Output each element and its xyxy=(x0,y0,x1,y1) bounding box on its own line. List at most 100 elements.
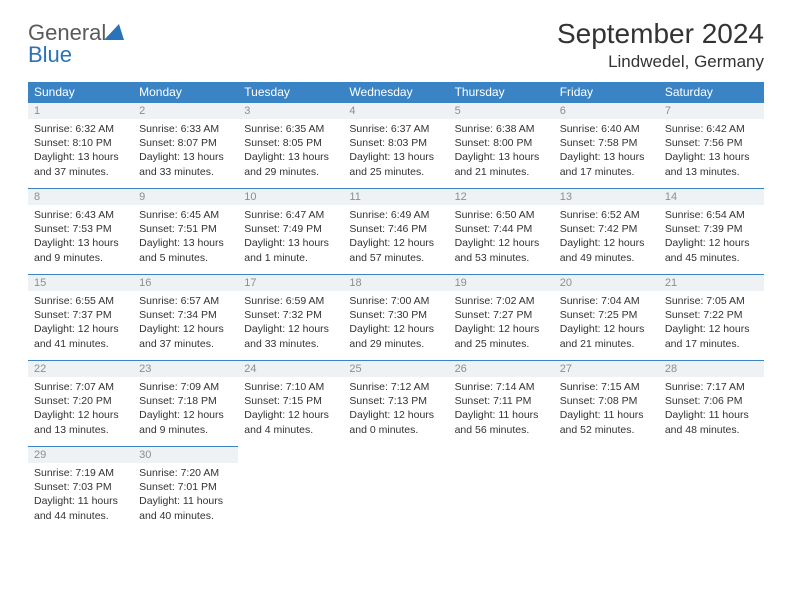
calendar-day-cell: 22Sunrise: 7:07 AMSunset: 7:20 PMDayligh… xyxy=(28,361,133,447)
sunset-text: Sunset: 7:25 PM xyxy=(560,308,653,322)
daylight-line1: Daylight: 13 hours xyxy=(665,150,758,164)
sunrise-text: Sunrise: 6:35 AM xyxy=(244,122,337,136)
weekday-header: Monday xyxy=(133,82,238,103)
day-details: Sunrise: 7:04 AMSunset: 7:25 PMDaylight:… xyxy=(554,291,659,355)
day-details: Sunrise: 7:14 AMSunset: 7:11 PMDaylight:… xyxy=(449,377,554,441)
calendar-week-row: 29Sunrise: 7:19 AMSunset: 7:03 PMDayligh… xyxy=(28,447,764,533)
daylight-line2: and 45 minutes. xyxy=(665,251,758,265)
daylight-line1: Daylight: 13 hours xyxy=(349,150,442,164)
daylight-line2: and 29 minutes. xyxy=(244,165,337,179)
daylight-line1: Daylight: 12 hours xyxy=(665,322,758,336)
day-details: Sunrise: 6:52 AMSunset: 7:42 PMDaylight:… xyxy=(554,205,659,269)
sunrise-text: Sunrise: 7:10 AM xyxy=(244,380,337,394)
day-details: Sunrise: 6:35 AMSunset: 8:05 PMDaylight:… xyxy=(238,119,343,183)
daylight-line1: Daylight: 13 hours xyxy=(139,150,232,164)
daylight-line2: and 49 minutes. xyxy=(560,251,653,265)
day-number: 21 xyxy=(659,275,764,291)
daylight-line2: and 17 minutes. xyxy=(560,165,653,179)
daylight-line2: and 0 minutes. xyxy=(349,423,442,437)
daylight-line1: Daylight: 13 hours xyxy=(244,236,337,250)
day-number: 10 xyxy=(238,189,343,205)
day-details: Sunrise: 6:57 AMSunset: 7:34 PMDaylight:… xyxy=(133,291,238,355)
day-details: Sunrise: 6:38 AMSunset: 8:00 PMDaylight:… xyxy=(449,119,554,183)
daylight-line2: and 44 minutes. xyxy=(34,509,127,523)
day-details: Sunrise: 6:37 AMSunset: 8:03 PMDaylight:… xyxy=(343,119,448,183)
day-number: 9 xyxy=(133,189,238,205)
day-details: Sunrise: 6:43 AMSunset: 7:53 PMDaylight:… xyxy=(28,205,133,269)
sunset-text: Sunset: 7:53 PM xyxy=(34,222,127,236)
daylight-line2: and 13 minutes. xyxy=(34,423,127,437)
sunrise-text: Sunrise: 7:02 AM xyxy=(455,294,548,308)
day-number: 2 xyxy=(133,103,238,119)
sunset-text: Sunset: 7:20 PM xyxy=(34,394,127,408)
sunrise-text: Sunrise: 6:52 AM xyxy=(560,208,653,222)
daylight-line1: Daylight: 11 hours xyxy=(34,494,127,508)
sunrise-text: Sunrise: 7:17 AM xyxy=(665,380,758,394)
day-details: Sunrise: 7:15 AMSunset: 7:08 PMDaylight:… xyxy=(554,377,659,441)
sunrise-text: Sunrise: 7:00 AM xyxy=(349,294,442,308)
sunset-text: Sunset: 7:56 PM xyxy=(665,136,758,150)
calendar-day-cell: 6Sunrise: 6:40 AMSunset: 7:58 PMDaylight… xyxy=(554,103,659,189)
daylight-line2: and 56 minutes. xyxy=(455,423,548,437)
sunset-text: Sunset: 7:32 PM xyxy=(244,308,337,322)
calendar-day-cell xyxy=(554,447,659,533)
daylight-line1: Daylight: 12 hours xyxy=(349,322,442,336)
sunrise-text: Sunrise: 7:04 AM xyxy=(560,294,653,308)
daylight-line1: Daylight: 11 hours xyxy=(139,494,232,508)
day-details: Sunrise: 7:10 AMSunset: 7:15 PMDaylight:… xyxy=(238,377,343,441)
daylight-line2: and 1 minute. xyxy=(244,251,337,265)
sunset-text: Sunset: 7:15 PM xyxy=(244,394,337,408)
sunrise-text: Sunrise: 6:59 AM xyxy=(244,294,337,308)
daylight-line1: Daylight: 11 hours xyxy=(665,408,758,422)
sunset-text: Sunset: 7:27 PM xyxy=(455,308,548,322)
daylight-line1: Daylight: 11 hours xyxy=(455,408,548,422)
day-number: 28 xyxy=(659,361,764,377)
day-number: 20 xyxy=(554,275,659,291)
sunrise-text: Sunrise: 7:14 AM xyxy=(455,380,548,394)
day-number: 18 xyxy=(343,275,448,291)
calendar-day-cell: 14Sunrise: 6:54 AMSunset: 7:39 PMDayligh… xyxy=(659,189,764,275)
day-details: Sunrise: 7:02 AMSunset: 7:27 PMDaylight:… xyxy=(449,291,554,355)
daylight-line1: Daylight: 13 hours xyxy=(455,150,548,164)
daylight-line2: and 21 minutes. xyxy=(455,165,548,179)
sunset-text: Sunset: 7:44 PM xyxy=(455,222,548,236)
sunset-text: Sunset: 8:03 PM xyxy=(349,136,442,150)
day-details: Sunrise: 7:17 AMSunset: 7:06 PMDaylight:… xyxy=(659,377,764,441)
calendar-day-cell: 18Sunrise: 7:00 AMSunset: 7:30 PMDayligh… xyxy=(343,275,448,361)
title-block: September 2024 Lindwedel, Germany xyxy=(557,18,764,72)
sunrise-text: Sunrise: 6:47 AM xyxy=(244,208,337,222)
daylight-line2: and 40 minutes. xyxy=(139,509,232,523)
sunrise-text: Sunrise: 6:50 AM xyxy=(455,208,548,222)
calendar-day-cell: 13Sunrise: 6:52 AMSunset: 7:42 PMDayligh… xyxy=(554,189,659,275)
daylight-line1: Daylight: 12 hours xyxy=(560,236,653,250)
sunrise-text: Sunrise: 6:43 AM xyxy=(34,208,127,222)
day-number: 24 xyxy=(238,361,343,377)
calendar-day-cell: 4Sunrise: 6:37 AMSunset: 8:03 PMDaylight… xyxy=(343,103,448,189)
weekday-header: Wednesday xyxy=(343,82,448,103)
sunset-text: Sunset: 8:07 PM xyxy=(139,136,232,150)
calendar-week-row: 1Sunrise: 6:32 AMSunset: 8:10 PMDaylight… xyxy=(28,103,764,189)
sunrise-text: Sunrise: 6:54 AM xyxy=(665,208,758,222)
day-details: Sunrise: 7:09 AMSunset: 7:18 PMDaylight:… xyxy=(133,377,238,441)
day-details: Sunrise: 6:40 AMSunset: 7:58 PMDaylight:… xyxy=(554,119,659,183)
daylight-line2: and 29 minutes. xyxy=(349,337,442,351)
calendar-day-cell: 17Sunrise: 6:59 AMSunset: 7:32 PMDayligh… xyxy=(238,275,343,361)
day-number: 3 xyxy=(238,103,343,119)
daylight-line1: Daylight: 12 hours xyxy=(244,408,337,422)
daylight-line1: Daylight: 13 hours xyxy=(244,150,337,164)
calendar-day-cell: 8Sunrise: 6:43 AMSunset: 7:53 PMDaylight… xyxy=(28,189,133,275)
day-number: 5 xyxy=(449,103,554,119)
calendar-table: Sunday Monday Tuesday Wednesday Thursday… xyxy=(28,82,764,533)
calendar-day-cell: 26Sunrise: 7:14 AMSunset: 7:11 PMDayligh… xyxy=(449,361,554,447)
title-month: September 2024 xyxy=(557,18,764,50)
calendar-day-cell: 5Sunrise: 6:38 AMSunset: 8:00 PMDaylight… xyxy=(449,103,554,189)
daylight-line2: and 57 minutes. xyxy=(349,251,442,265)
sunrise-text: Sunrise: 6:33 AM xyxy=(139,122,232,136)
calendar-day-cell: 7Sunrise: 6:42 AMSunset: 7:56 PMDaylight… xyxy=(659,103,764,189)
day-details: Sunrise: 6:49 AMSunset: 7:46 PMDaylight:… xyxy=(343,205,448,269)
sunset-text: Sunset: 7:58 PM xyxy=(560,136,653,150)
calendar-day-cell: 2 Sunrise: 6:33 AMSunset: 8:07 PMDaylight… xyxy=(133,103,238,189)
day-number: 25 xyxy=(343,361,448,377)
sunset-text: Sunset: 7:22 PM xyxy=(665,308,758,322)
calendar-day-cell: 28Sunrise: 7:17 AMSunset: 7:06 PMDayligh… xyxy=(659,361,764,447)
